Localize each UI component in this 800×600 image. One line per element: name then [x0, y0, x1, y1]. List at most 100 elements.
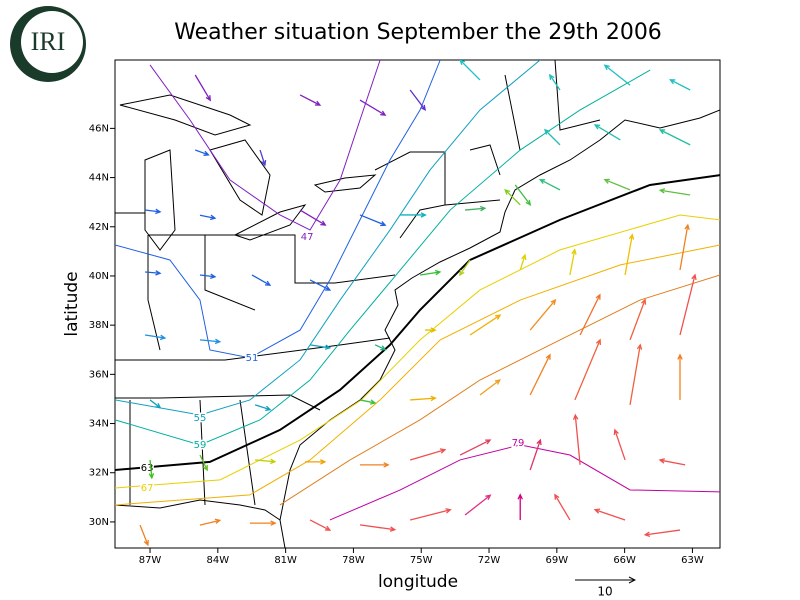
wind-vector: [465, 205, 487, 212]
contour-line: [115, 214, 720, 489]
wind-vector: [199, 518, 222, 526]
wind-vector: [305, 459, 327, 465]
wind-vector: [309, 279, 332, 291]
wind-vector: [251, 274, 272, 286]
wind-vector: [299, 94, 322, 106]
contour-line: [329, 444, 720, 521]
contour-line: [115, 60, 541, 416]
wind-vector: [572, 413, 581, 465]
wind-vector: [199, 273, 217, 280]
wind-vector: [144, 208, 162, 215]
wind-vector: [149, 399, 162, 409]
wind-vector: [309, 344, 332, 350]
wind-vector: [409, 508, 452, 521]
gulf-coast: [115, 499, 286, 548]
wind-vector: [479, 379, 501, 396]
wind-vector: [579, 293, 601, 336]
wind-vector: [199, 214, 217, 221]
lake-huron: [209, 139, 271, 216]
reference: 10: [575, 576, 637, 599]
wind-vector: [569, 248, 577, 276]
x-tick-label: 87W: [139, 555, 162, 566]
contour-line: [115, 174, 720, 472]
wind-vector: [400, 212, 427, 218]
wind-vector: [199, 338, 222, 345]
wind-vector: [359, 214, 387, 227]
y-tick-label: 32N: [89, 468, 109, 479]
wind-vector: [464, 494, 492, 516]
wind-vector: [254, 404, 272, 411]
wind-vector: [517, 493, 523, 520]
x-tick-label: 63W: [681, 555, 704, 566]
wind-vector: [529, 353, 551, 396]
x-tick-label: 66W: [613, 555, 636, 566]
reference-label: 10: [597, 585, 612, 599]
wind-vector: [359, 524, 397, 532]
x-tick-label: 72W: [478, 555, 501, 566]
logo-inner: [21, 11, 83, 73]
contour-line: [149, 60, 381, 231]
wind-vector: [504, 188, 521, 206]
contour-label: 59: [194, 440, 207, 451]
x-tick-label: 69W: [546, 555, 569, 566]
y-tick-label: 46N: [89, 123, 109, 134]
wind-vector: [199, 454, 208, 472]
plot-frame: [114, 59, 721, 549]
wind-vector: [519, 253, 527, 271]
wind-vector: [255, 458, 277, 465]
contour-line: [115, 69, 651, 446]
borders: [115, 60, 601, 506]
wind-vector: [420, 269, 442, 276]
contour-line: [115, 60, 441, 359]
wind-vector: [529, 298, 557, 331]
wind-vector: [309, 519, 332, 531]
contour-line: [115, 244, 720, 506]
wind-vector: [658, 188, 691, 196]
wind-vector: [593, 508, 626, 521]
wind-vector: [194, 74, 211, 102]
contour-label: 55: [194, 413, 207, 424]
wind-vector: [613, 428, 626, 461]
wind-vector: [548, 73, 561, 91]
wind-vector: [425, 327, 437, 333]
wind-vector: [139, 524, 149, 547]
wind-vector: [603, 64, 631, 86]
wind-vector: [679, 273, 697, 336]
wind-vector: [409, 89, 427, 111]
wind-vector: [459, 60, 481, 81]
wind-vector: [603, 178, 631, 191]
wind-vector: [669, 79, 691, 91]
contour-line: [279, 274, 720, 506]
wind-vector: [409, 448, 447, 461]
logo-text: IRI: [31, 27, 66, 56]
wind-vector: [249, 520, 277, 526]
y-tick-label: 36N: [89, 369, 109, 380]
wind-vector: [148, 459, 155, 480]
basemap: [115, 60, 720, 548]
wind-vector: [359, 462, 390, 468]
wind-vector: [643, 529, 681, 538]
wind-vector: [359, 99, 387, 116]
wind-vector: [554, 493, 571, 521]
wind-vector: [543, 128, 561, 146]
wind-vector: [658, 129, 691, 146]
wind-vector: [629, 298, 647, 341]
contour-label: 51: [246, 353, 259, 364]
x-tick-label: 75W: [410, 555, 433, 566]
wind-vector: [259, 149, 267, 167]
y-axis-label: latitude: [62, 271, 82, 336]
wind-vector: [593, 124, 621, 141]
logo: IRI: [10, 6, 86, 82]
y-tick-label: 34N: [89, 419, 109, 430]
lake-erie: [233, 204, 307, 241]
contour-label: 47: [301, 232, 314, 243]
lake-ontario: [313, 174, 377, 193]
wind-vector: [538, 178, 561, 191]
wind-vector: [469, 314, 502, 336]
x-axis-label: longitude: [378, 572, 458, 592]
y-tick-label: 44N: [89, 173, 109, 184]
wind-vector: [144, 334, 167, 341]
contour-label: 79: [512, 438, 525, 449]
